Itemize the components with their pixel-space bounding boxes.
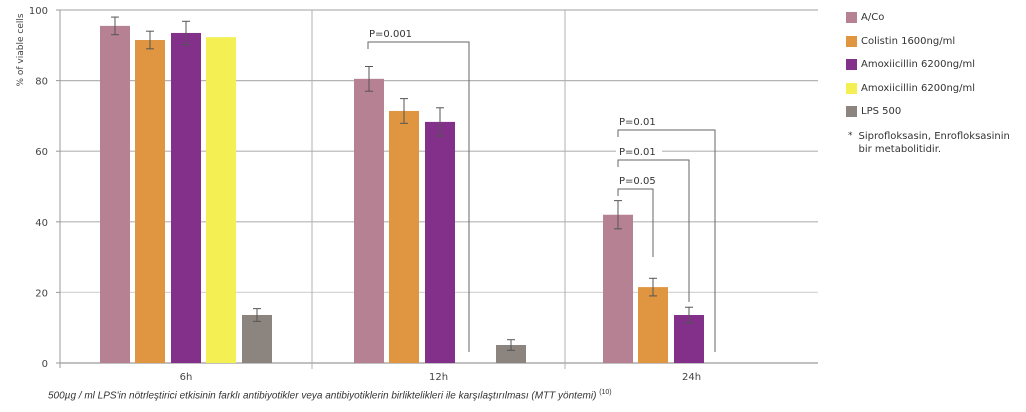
legend-item: Colistin 1600ng/ml bbox=[846, 30, 1026, 54]
legend-label: LPS 500 bbox=[861, 106, 902, 118]
y-tick-label: 60 bbox=[35, 147, 48, 158]
legend-swatch bbox=[846, 35, 857, 47]
significance-bracket bbox=[617, 129, 716, 352]
significance-bracket bbox=[617, 188, 654, 257]
x-axis-labels: 6h 12h 24h bbox=[180, 372, 701, 383]
legend-swatch bbox=[846, 59, 857, 71]
axes: 0 20 40 60 80 100 bbox=[29, 6, 566, 370]
bar-chart: 0 20 40 60 80 100 P=0.001 P=0.05 P=0.01 P=0.01 6… bbox=[16, 6, 818, 383]
error-bars bbox=[111, 16, 693, 351]
label-bg bbox=[616, 145, 662, 159]
bar bbox=[496, 344, 526, 363]
bar bbox=[206, 37, 236, 363]
significance-bracket bbox=[617, 159, 690, 302]
bar bbox=[425, 121, 455, 363]
bar bbox=[135, 40, 165, 363]
y-tick-label: 40 bbox=[35, 218, 48, 229]
y-axis-label: % of viable cells bbox=[16, 13, 26, 86]
legend-swatch bbox=[846, 82, 857, 94]
bar bbox=[171, 32, 201, 363]
caption-reference: (10) bbox=[599, 389, 612, 396]
y-tick-label: 20 bbox=[35, 288, 48, 299]
bar bbox=[354, 78, 384, 364]
footnote-text: Siprofloksasin, Enrofloksasinin bir meta… bbox=[858, 130, 1010, 155]
legend-label: Colistin 1600ng/ml bbox=[861, 35, 956, 47]
bar bbox=[242, 314, 272, 363]
x-tick-label: 12h bbox=[429, 372, 448, 383]
legend-item: Amoxiicillin 6200ng/ml bbox=[846, 77, 1026, 101]
caption-text: 500µg / ml LPS'in nötrleştirici etkisini… bbox=[48, 390, 597, 402]
y-tick-label: 0 bbox=[42, 359, 48, 370]
legend-item: Amoxiicillin 6200ng/ml bbox=[846, 53, 1026, 77]
legend-item: A/Co bbox=[846, 6, 1026, 30]
x-tick-label: 24h bbox=[682, 372, 701, 383]
bars bbox=[100, 25, 704, 364]
p-value-label: P=0.05 bbox=[619, 176, 656, 187]
legend-label: Amoxiicillin 6200ng/ml bbox=[861, 82, 976, 94]
p-value-label: P=0.001 bbox=[369, 29, 412, 40]
legend-label: A/Co bbox=[861, 12, 885, 24]
asterisk-icon: * bbox=[847, 130, 853, 141]
p-value-label: P=0.01 bbox=[619, 117, 656, 128]
legend-footnote: * Siprofloksasin, Enrofloksasinin bir me… bbox=[846, 130, 1026, 156]
p-value-annotations: P=0.001 P=0.05 P=0.01 P=0.01 bbox=[367, 29, 716, 352]
y-tick-label: 100 bbox=[29, 6, 48, 17]
p-value-label: P=0.01 bbox=[619, 147, 656, 158]
bar bbox=[389, 110, 419, 363]
x-tick-label: 6h bbox=[180, 372, 193, 383]
y-tick-label: 80 bbox=[35, 77, 48, 88]
bar bbox=[638, 287, 668, 363]
legend-label: Amoxiicillin 6200ng/ml bbox=[861, 59, 976, 71]
figure-caption: 500µg / ml LPS'in nötrleştirici etkisini… bbox=[48, 389, 612, 401]
legend-item: LPS 500 bbox=[846, 100, 1026, 124]
legend-swatch bbox=[846, 106, 857, 118]
legend-swatch bbox=[846, 12, 857, 24]
bar bbox=[603, 214, 633, 363]
significance-bracket bbox=[367, 41, 470, 352]
legend: A/Co Colistin 1600ng/ml Amoxiicillin 620… bbox=[846, 6, 1026, 156]
bar bbox=[100, 25, 130, 363]
